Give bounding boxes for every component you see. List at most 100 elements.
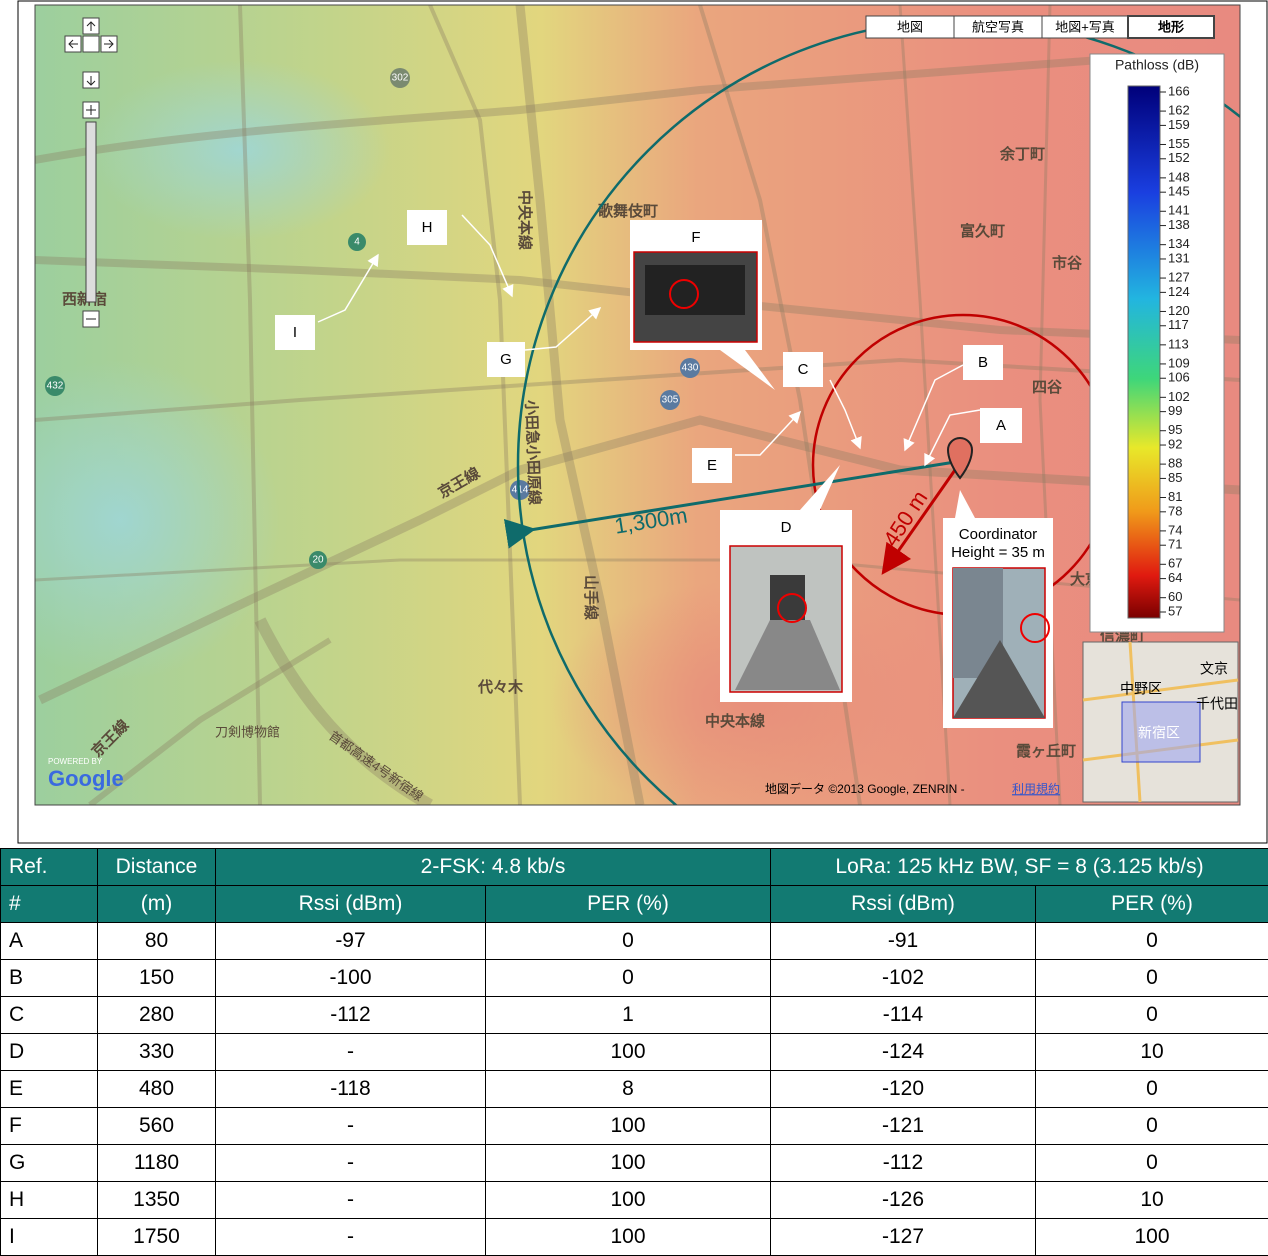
table-cell: -127 [771,1219,1036,1256]
table-cell: -114 [771,997,1036,1034]
colorbar-tick-label: 159 [1168,117,1190,132]
tab-label[interactable]: 地図 [897,19,923,34]
place: 四谷 [1032,379,1063,396]
table-cell: 10 [1036,1182,1268,1219]
table-cell: -126 [771,1182,1036,1219]
colorbar-tick-label: 138 [1168,217,1190,232]
table-cell: -120 [771,1071,1036,1108]
table-cell: I [1,1219,98,1256]
table-cell: 0 [1036,923,1268,960]
colorbar-tick-label: 162 [1168,103,1190,118]
table-cell: 10 [1036,1034,1268,1071]
table-cell: 480 [98,1071,216,1108]
colorbar-tick-label: 117 [1168,317,1189,332]
header-cell: 2-FSK: 4.8 kb/s [216,849,771,886]
table-cell: 560 [98,1108,216,1145]
colorbar-tick-label: 64 [1168,570,1182,585]
table-cell: -121 [771,1108,1036,1145]
colorbar-tick-label: 131 [1168,250,1190,265]
colorbar-tick-label: 127 [1168,269,1190,284]
map-type-tabs[interactable]: 地図 航空写真 地図+写真 地形 [866,16,1214,38]
legend-title: Pathloss (dB) [1115,57,1199,73]
pan-center[interactable] [83,36,99,52]
table-cell: 0 [486,923,771,960]
table-cell: -97 [216,923,486,960]
place: 刀剣博物館 [215,724,280,739]
header-cell: Rssi (dBm) [216,886,486,923]
colorbar-tick-label: 166 [1168,83,1190,98]
table-cell: 330 [98,1034,216,1071]
colorbar-tick-label: 152 [1168,150,1190,165]
table-cell: - [216,1034,486,1071]
road-number: 430 [682,363,699,374]
table-cell: E [1,1071,98,1108]
table-cell: F [1,1108,98,1145]
table-cell: 1 [486,997,771,1034]
table-cell: 0 [1036,1145,1268,1182]
header-cell: (m) [98,886,216,923]
minimap-place: 文京 [1200,661,1228,677]
colorbar-tick-label: 92 [1168,436,1182,451]
header-cell: PER (%) [486,886,771,923]
colorbar-tick-label: 102 [1168,389,1190,404]
table-cell: D [1,1034,98,1071]
heat-blob [90,60,390,240]
map: 302 4 432 20 430 305 414 余丁町 富久町 市谷 四谷 歌… [0,5,1268,845]
tab-label[interactable]: 地図+写真 [1055,19,1115,34]
table-cell: H [1,1182,98,1219]
minimap-place: 新宿区 [1138,725,1180,741]
logo-small: POWERED BY [48,757,103,766]
map-figure: 302 4 432 20 430 305 414 余丁町 富久町 市谷 四谷 歌… [0,0,1268,845]
header-cell: LoRa: 125 kHz BW, SF = 8 (3.125 kb/s) [771,849,1268,886]
table-cell: -102 [771,960,1036,997]
table-cell: 0 [1036,1071,1268,1108]
tab-label[interactable]: 航空写真 [972,19,1024,34]
coordinator-label: Coordinator [959,526,1037,543]
table-cell: 280 [98,997,216,1034]
table-cell: 80 [98,923,216,960]
table-cell: 8 [486,1071,771,1108]
table-cell: -124 [771,1034,1036,1071]
table-cell: 100 [486,1219,771,1256]
results-table: Ref. Distance 2-FSK: 4.8 kb/s LoRa: 125 … [0,848,1268,1256]
table-cell: A [1,923,98,960]
colorbar-tick-label: 60 [1168,589,1182,604]
colorbar-tick-label: 145 [1168,184,1190,199]
table-cell: - [216,1108,486,1145]
header-cell: # [1,886,98,923]
colorbar-tick-label: 155 [1168,136,1190,151]
colorbar-tick-label: 71 [1168,537,1182,552]
tab-label[interactable]: 地形 [1158,19,1184,34]
place: 中央本線 [705,712,765,730]
road-number: 305 [662,395,679,406]
point-label: B [978,354,988,371]
road-number: 20 [312,555,324,566]
colorbar-tick-label: 148 [1168,169,1190,184]
table-cell: - [216,1219,486,1256]
table-cell: 0 [1036,960,1268,997]
logo: Google [48,766,124,791]
point-label: H [422,219,433,236]
point-label: C [798,361,809,378]
terms-link[interactable]: 利用規約 [1012,781,1060,796]
colorbar-tick-label: 99 [1168,403,1182,418]
table-cell: -100 [216,960,486,997]
zoom-slider[interactable] [86,122,96,302]
copyright: 地図データ ©2013 Google, ZENRIN - [765,781,965,796]
header-cell: Rssi (dBm) [771,886,1036,923]
header-cell: Ref. [1,849,98,886]
colorbar-tick-label: 109 [1168,355,1190,370]
table-cell: B [1,960,98,997]
table-cell: - [216,1145,486,1182]
place: 霞ヶ丘町 [1016,742,1076,760]
point-label: I [293,324,297,341]
place: 代々木 [477,678,524,696]
